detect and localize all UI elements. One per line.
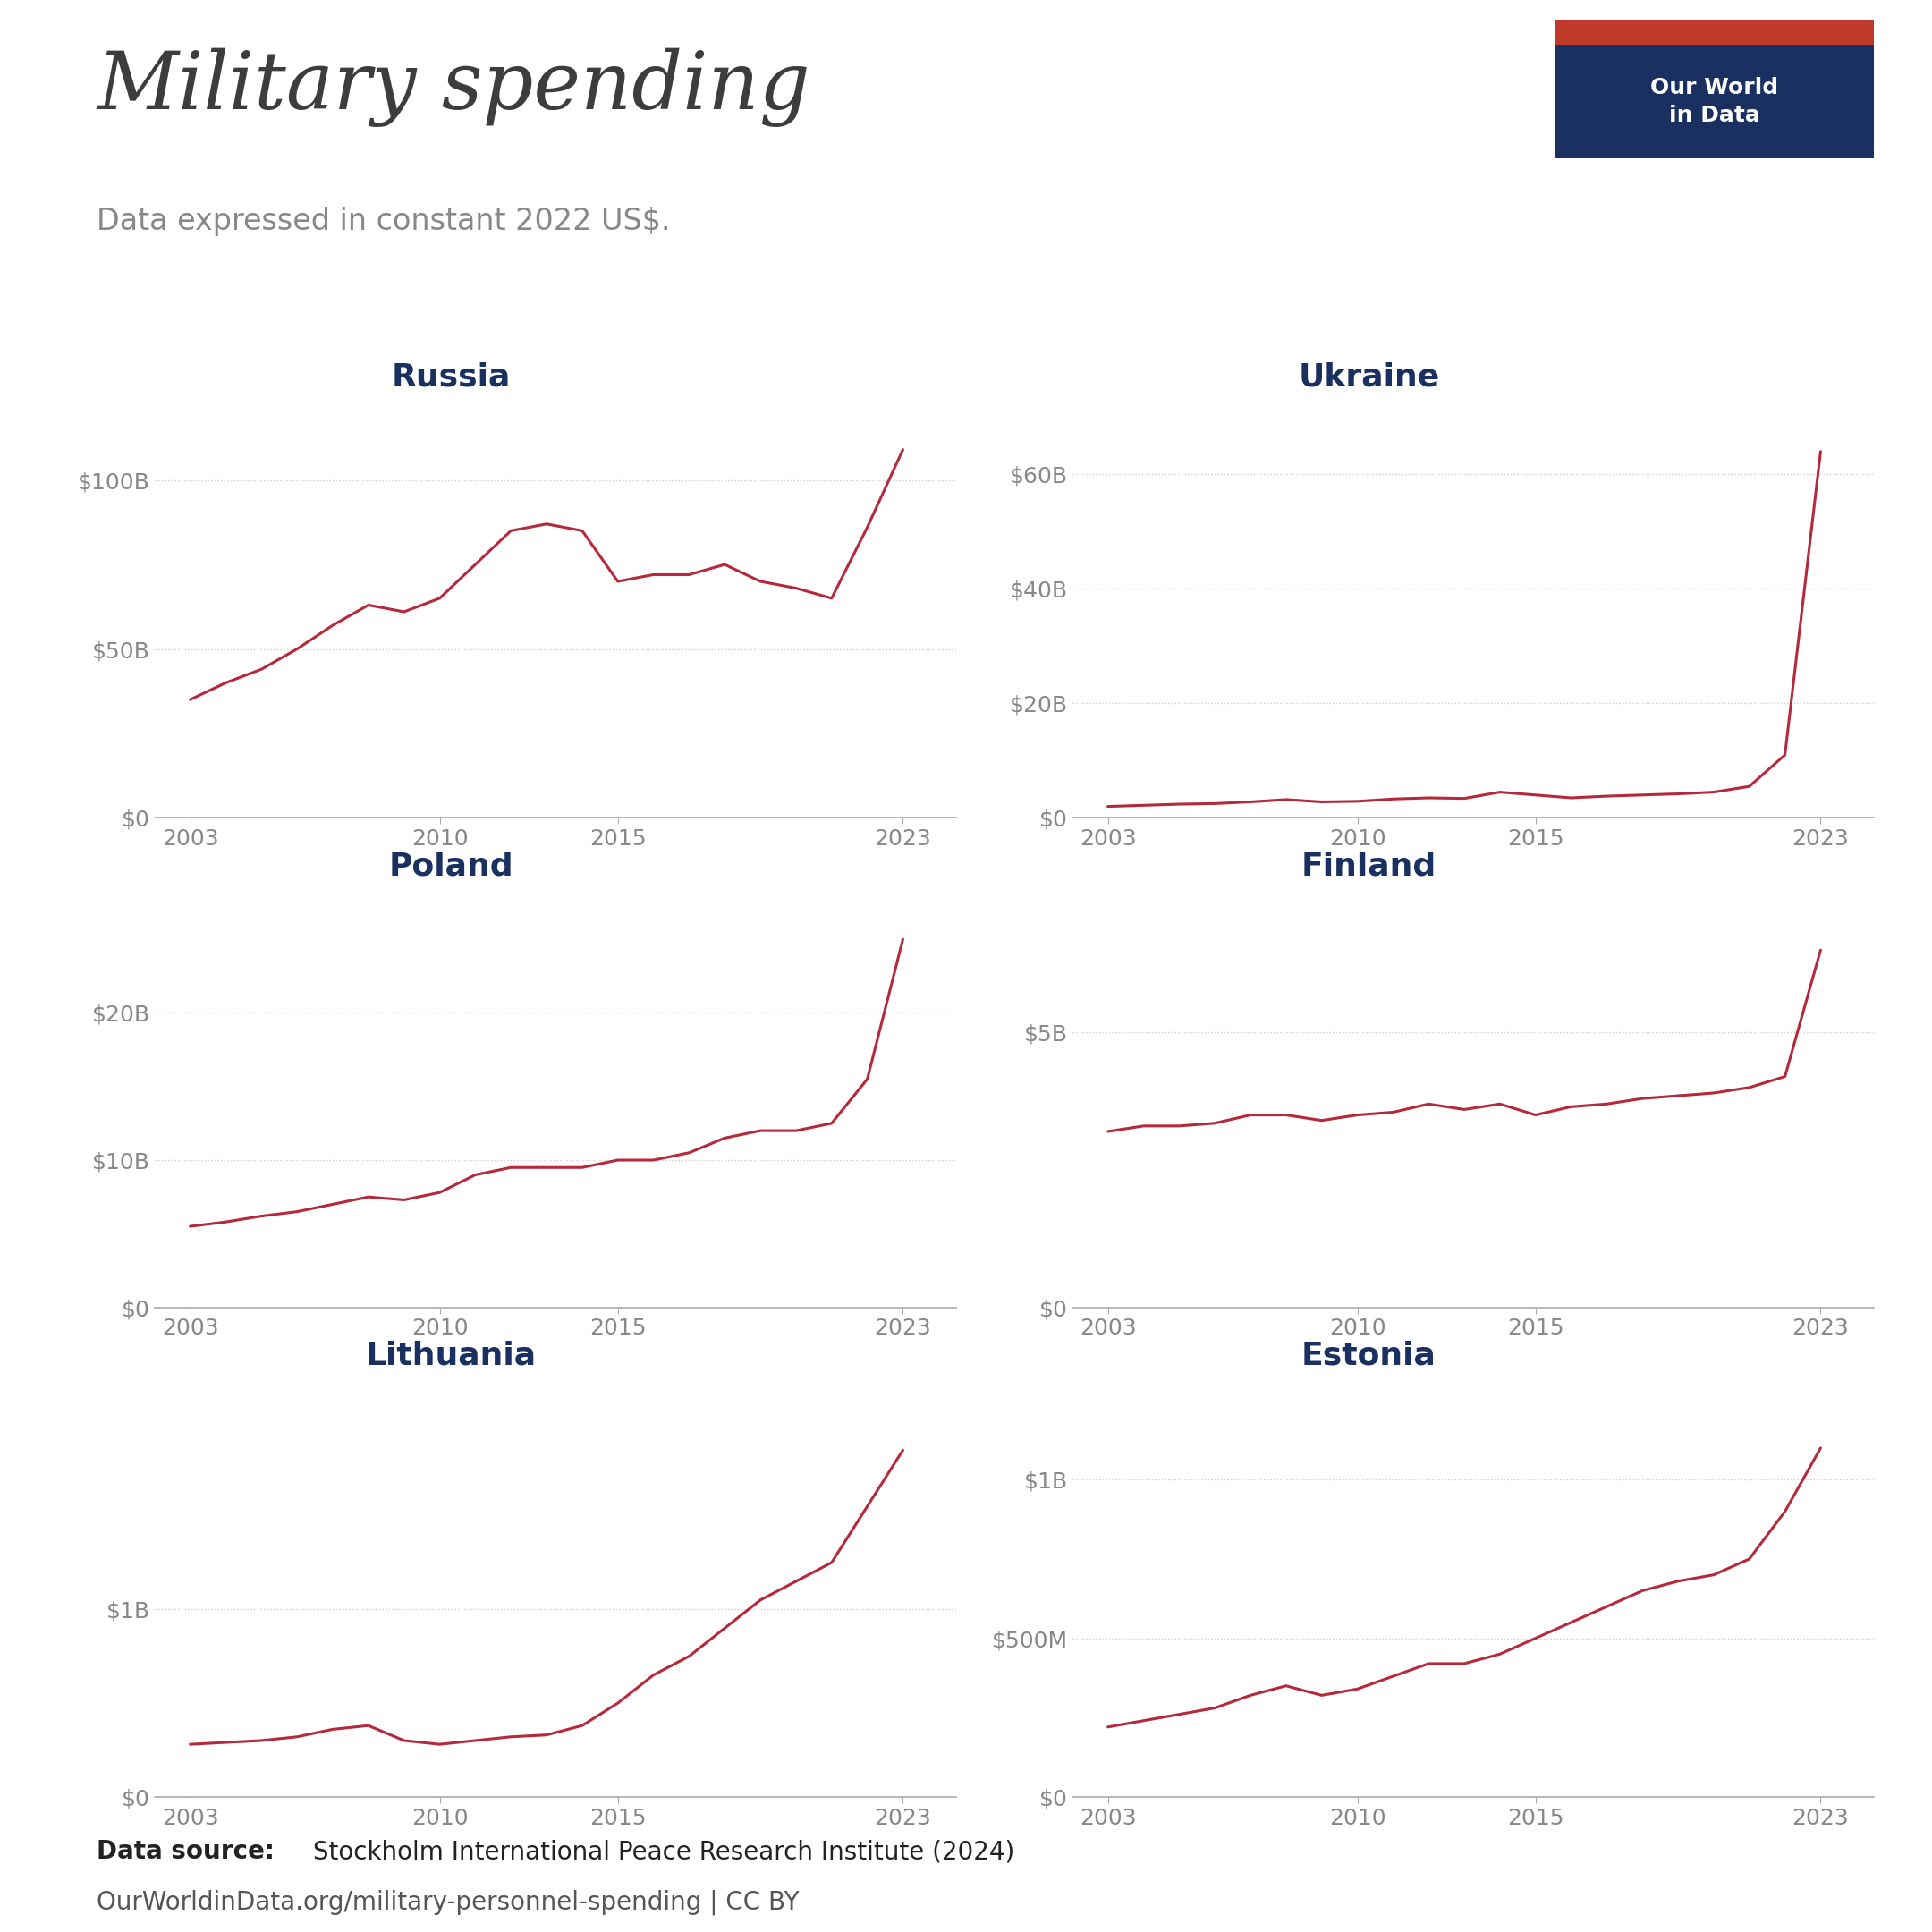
Text: Data expressed in constant 2022 US$.: Data expressed in constant 2022 US$. bbox=[97, 207, 670, 236]
Text: Military spending: Military spending bbox=[97, 48, 810, 128]
Text: Estonia: Estonia bbox=[1302, 1341, 1435, 1372]
Text: OurWorldinData.org/military-personnel-spending | CC BY: OurWorldinData.org/military-personnel-sp… bbox=[97, 1889, 800, 1915]
Text: Data source:: Data source: bbox=[97, 1839, 274, 1864]
Text: Stockholm International Peace Research Institute (2024): Stockholm International Peace Research I… bbox=[305, 1839, 1014, 1864]
Text: Lithuania: Lithuania bbox=[365, 1341, 537, 1372]
Text: Poland: Poland bbox=[388, 852, 514, 881]
Text: Our World
in Data: Our World in Data bbox=[1650, 77, 1779, 126]
Text: Ukraine: Ukraine bbox=[1298, 361, 1439, 392]
Text: Finland: Finland bbox=[1302, 852, 1437, 881]
Text: Russia: Russia bbox=[392, 361, 510, 392]
